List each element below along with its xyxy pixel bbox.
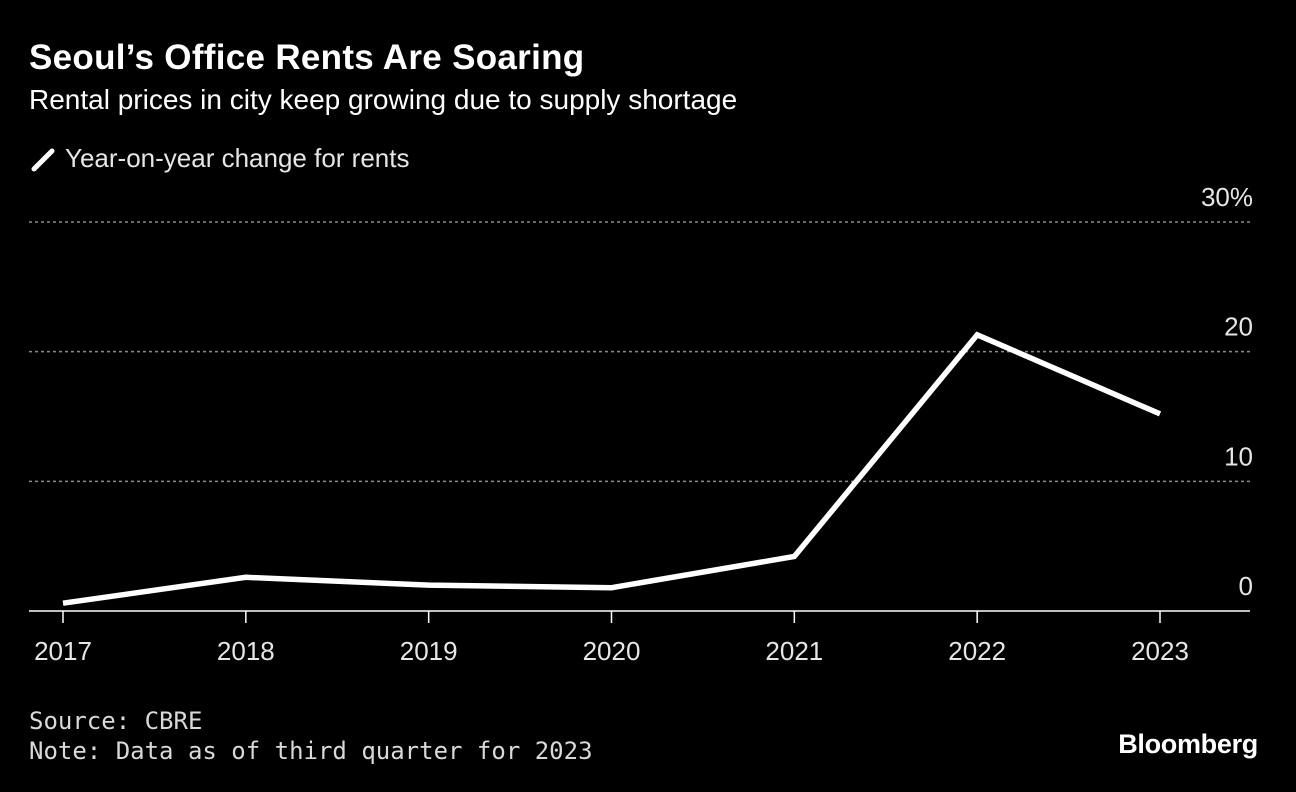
x-tick-label-2019: 2019 <box>400 636 458 666</box>
x-tick-label-2022: 2022 <box>948 636 1006 666</box>
legend: Year-on-year change for rents <box>29 140 409 176</box>
chart-title: Seoul’s Office Rents Are Soaring <box>29 38 585 77</box>
source-note: Source: CBRE <box>29 707 203 735</box>
x-tick-label-2023: 2023 <box>1131 636 1189 666</box>
y-tick-label-10: 10 <box>1224 441 1253 471</box>
series-lines <box>62 331 1162 606</box>
y-tick-label-20: 20 <box>1224 312 1253 342</box>
data-note: Note: Data as of third quarter for 2023 <box>29 737 593 765</box>
y-tick-label-0: 0 <box>1239 571 1253 601</box>
x-tick-label-2021: 2021 <box>765 636 823 666</box>
legend-label: Year-on-year change for rents <box>65 142 410 173</box>
line-chart: 0 10 20 30% 2017 2018 2019 2020 2021 2022 2023 <box>29 182 1253 666</box>
x-axis-labels: 2017 2018 2019 2020 2021 2022 2023 <box>34 636 1189 666</box>
series-line-0 <box>62 331 1162 606</box>
grid-lines <box>29 221 1250 483</box>
x-tick-label-2017: 2017 <box>34 636 92 666</box>
y-tick-label-30: 30% <box>1201 182 1253 212</box>
bloomberg-logo: Bloomberg <box>1118 729 1258 759</box>
chart-subtitle: Rental prices in city keep growing due t… <box>29 84 738 115</box>
footer: Source: CBRE Note: Data as of third quar… <box>29 706 593 766</box>
y-axis-labels: 0 10 20 30% <box>1201 182 1253 601</box>
legend-line-icon <box>31 148 55 172</box>
x-axis <box>29 610 1250 623</box>
x-tick-label-2018: 2018 <box>217 636 275 666</box>
x-tick-label-2020: 2020 <box>583 636 641 666</box>
